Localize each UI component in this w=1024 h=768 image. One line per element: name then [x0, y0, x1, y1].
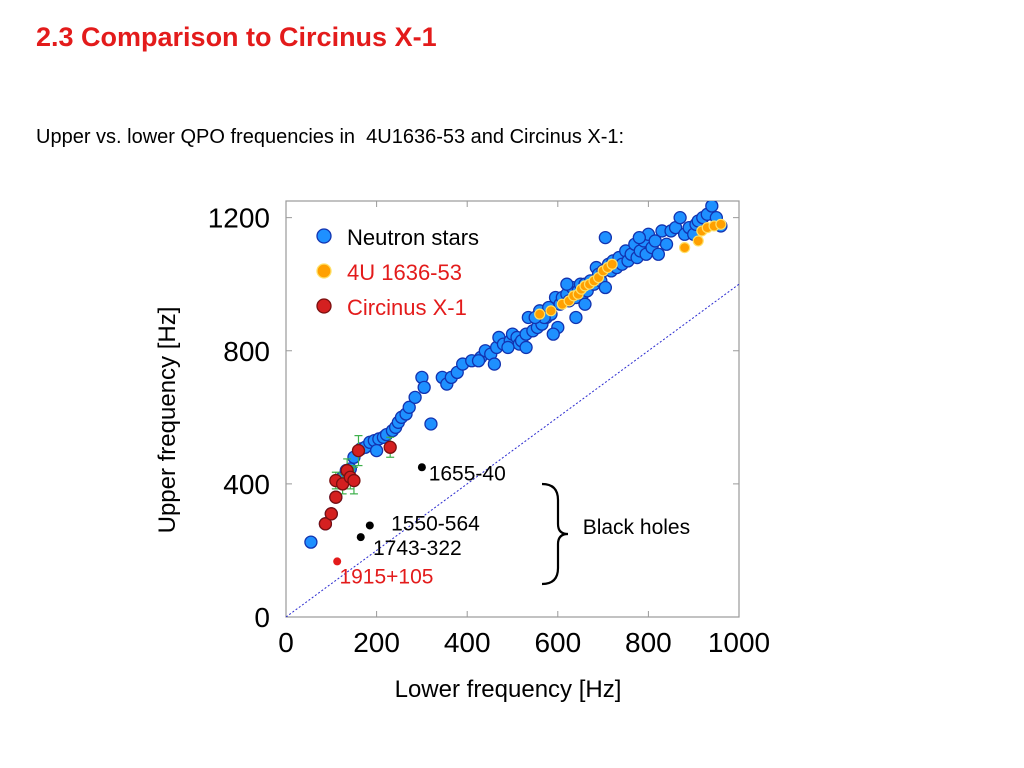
neutron-star-point	[471, 354, 486, 368]
x-tick-label: 200	[353, 627, 400, 658]
y-tick-label: 800	[223, 336, 270, 367]
neutron-star-point	[560, 277, 574, 291]
y-tick-label: 0	[254, 602, 270, 633]
x-tick-label: 400	[444, 627, 491, 658]
u4-1636-point	[715, 218, 727, 230]
neutron-star-point	[417, 380, 431, 395]
neutron-star-point	[569, 310, 583, 325]
x-tick-label: 0	[278, 627, 294, 658]
neutron-star-point	[402, 400, 416, 414]
annotation-1550-564: 1550-564	[391, 512, 480, 535]
grs-1915-point	[333, 557, 342, 566]
legend-marker	[316, 228, 332, 244]
y-tick-label: 1200	[208, 203, 270, 234]
annotation-1743-322: 1743-322	[373, 537, 462, 560]
u4-1636-point	[679, 241, 691, 254]
plot-frame	[285, 200, 740, 618]
neutron-star-point	[369, 443, 384, 458]
slide-title: 2.3 Comparison to Circinus X-1	[36, 22, 437, 52]
neutron-star-point	[673, 210, 687, 225]
neutron-star-point	[705, 201, 719, 213]
neutron-star-point	[598, 280, 613, 295]
neutron-star-point	[424, 417, 438, 431]
plot-area: 0 200 400 600 800 1000 0 400 800 1200 1655-40 1550-…	[208, 200, 770, 658]
circinus-point	[383, 440, 397, 454]
legend-label: 4U 1636-53	[347, 260, 462, 285]
neutron-star-point	[304, 535, 318, 549]
neutron-star-point	[519, 340, 533, 355]
neutron-star-point	[598, 230, 613, 245]
annotation-1915-105: 1915+105	[339, 566, 433, 589]
legend-label: Neutron stars	[347, 225, 479, 250]
neutron-star-point	[501, 340, 515, 355]
u4-1636-point	[692, 235, 704, 247]
x-tick-label: 800	[625, 627, 672, 658]
neutron-star-point	[632, 230, 646, 245]
circinus-point	[329, 490, 343, 504]
black-hole-point	[417, 463, 426, 472]
x-tick-label: 600	[534, 627, 581, 658]
circinus-point	[318, 517, 333, 531]
u4-1636-point	[606, 258, 618, 270]
annotation-1655-40: 1655-40	[429, 463, 506, 486]
circinus-point	[324, 507, 338, 521]
black-hole-point	[356, 533, 365, 542]
slide-subtitle: Upper vs. lower QPO frequencies in 4U163…	[36, 126, 625, 148]
u4-1636-point	[534, 308, 546, 320]
black-hole-point	[365, 521, 374, 530]
legend-marker	[316, 298, 332, 314]
u4-1636-point	[545, 305, 557, 317]
neutron-star-point	[408, 390, 422, 405]
legend-marker	[316, 263, 332, 279]
y-tick-label: 400	[223, 469, 270, 500]
x-tick-label: 1000	[708, 627, 770, 658]
circinus-point	[351, 443, 366, 458]
black-holes-brace	[541, 482, 569, 586]
y-axis-label: Upper frequency [Hz]	[154, 306, 181, 534]
neutron-star-point	[546, 327, 560, 341]
neutron-star-point	[651, 247, 666, 261]
reference-line-y-equals-x	[286, 283, 739, 617]
x-axis-label: Lower frequency [Hz]	[394, 676, 622, 703]
circinus-point	[347, 473, 361, 488]
neutron-star-point	[578, 297, 592, 311]
annotation-black-holes: Black holes	[583, 516, 690, 539]
plot-marks	[286, 201, 739, 617]
neutron-star-point	[659, 237, 674, 251]
legend-label: Circinus X-1	[347, 295, 467, 320]
neutron-star-point	[487, 357, 502, 371]
